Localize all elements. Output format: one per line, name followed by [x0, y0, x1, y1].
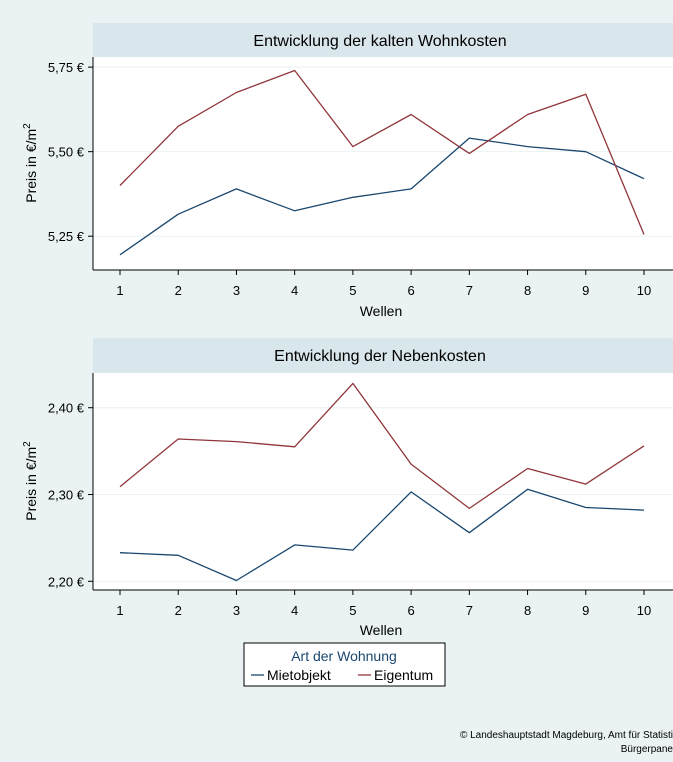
legend-eigentum-label: Eigentum — [374, 667, 433, 683]
panel-1-x-tick-label: 5 — [349, 283, 356, 298]
panel-1-x-tick-label: 7 — [466, 283, 473, 298]
panel-1-plot-area — [93, 57, 673, 270]
panel-2-x-tick-label: 8 — [524, 603, 531, 618]
panel-1-x-label: Wellen — [360, 303, 403, 319]
panel-2-grid — [93, 407, 673, 582]
panel-1-y-label-sup: 2 — [22, 123, 33, 129]
panel-1-x-tick-label: 6 — [407, 283, 414, 298]
panel-2-x-tick-label: 10 — [637, 603, 651, 618]
panel-2-y-label-sup: 2 — [22, 441, 33, 447]
panel-2-x-tick-label: 3 — [233, 603, 240, 618]
panel-1-series — [119, 69, 645, 256]
panel-1-title-band — [93, 23, 673, 57]
panel-2-x-tick-label: 6 — [407, 603, 414, 618]
panel-1-series-mietobjekt — [119, 137, 645, 256]
panel-1-x-tick-label: 2 — [175, 283, 182, 298]
panel-2-y-tick-label: 2,20 € — [48, 574, 85, 589]
panel-2-y-tick-label: 2,40 € — [48, 401, 85, 416]
chart-panel-2: Entwicklung der Nebenkosten 2,20 € 2,30 €… — [22, 338, 673, 638]
panel-1-x-tick-label: 3 — [233, 283, 240, 298]
panel-2-x-ticks: 1 2 3 4 5 6 7 8 9 10 — [116, 590, 651, 618]
panel-1-y-tick-label: 5,75 € — [48, 60, 85, 75]
panel-2-plot-area — [93, 373, 673, 590]
legend-title: Art der Wohnung — [291, 648, 397, 664]
panel-1-grid — [93, 66, 673, 237]
panel-1-y-tick-label: 5,25 € — [48, 229, 85, 244]
panel-2-x-tick-label: 7 — [466, 603, 473, 618]
panel-2-series — [119, 382, 645, 582]
panel-2-x-tick-label: 2 — [175, 603, 182, 618]
panel-1-y-ticks: 5,25 € 5,50 € 5,75 € — [48, 60, 93, 244]
panel-2-title-band — [93, 338, 673, 373]
panel-1-x-tick-label: 4 — [291, 283, 298, 298]
panel-2-x-tick-label: 1 — [116, 603, 123, 618]
panel-1-y-label: Preis in €/m2 — [22, 123, 39, 203]
panel-2-x-label: Wellen — [360, 622, 403, 638]
panel-2-series-eigentum — [119, 382, 645, 510]
panel-2-title: Entwicklung der Nebenkosten — [274, 348, 486, 365]
panel-1-y-label-text: Preis in €/m — [23, 129, 39, 203]
panel-1-title: Entwicklung der kalten Wohnkosten — [253, 33, 506, 50]
panel-2-series-mietobjekt — [119, 488, 645, 582]
panel-2-y-tick-label: 2,30 € — [48, 488, 85, 503]
panel-2-y-ticks: 2,20 € 2,30 € 2,40 € — [48, 401, 93, 589]
panel-1-x-tick-label: 8 — [524, 283, 531, 298]
panel-2-x-tick-label: 4 — [291, 603, 298, 618]
footer-panel: Bürgerpane — [621, 744, 673, 755]
legend: Art der Wohnung Mietobjekt Eigentum — [243, 642, 446, 687]
footer-copyright: © Landeshauptstadt Magdeburg, Amt für St… — [460, 730, 673, 741]
panel-1-x-tick-label: 9 — [582, 283, 589, 298]
panel-2-y-label: Preis in €/m2 — [22, 441, 39, 521]
panel-2-x-tick-label: 5 — [349, 603, 356, 618]
panel-1-x-tick-label: 10 — [637, 283, 651, 298]
chart-panel-1: Entwicklung der kalten Wohnkosten 5,25 €… — [22, 23, 673, 319]
panel-1-x-ticks: 1 2 3 4 5 6 7 8 9 10 — [116, 270, 651, 298]
legend-mietobjekt-label: Mietobjekt — [267, 667, 331, 683]
panel-2-x-tick-label: 9 — [582, 603, 589, 618]
legend-box — [243, 642, 446, 687]
panel-1-x-tick-label: 1 — [116, 283, 123, 298]
panel-2-y-label-text: Preis in €/m — [23, 447, 39, 521]
panel-1-y-tick-label: 5,50 € — [48, 145, 85, 160]
panel-1-series-eigentum — [119, 69, 645, 235]
